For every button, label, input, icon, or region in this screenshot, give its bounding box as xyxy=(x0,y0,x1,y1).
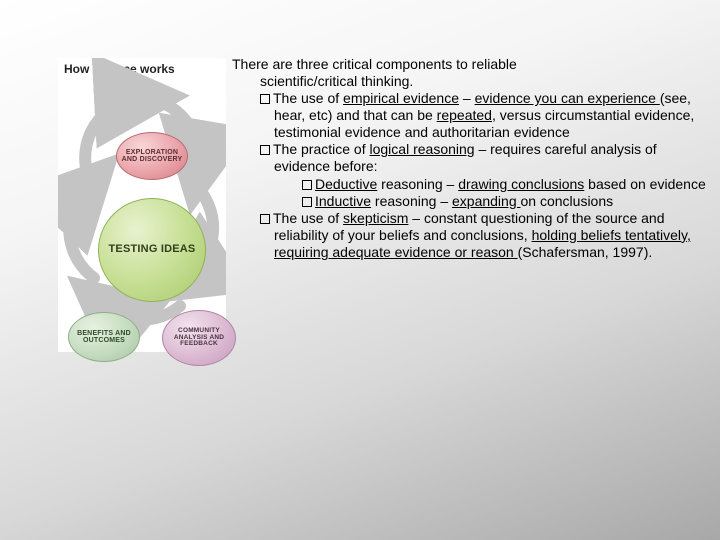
checkbox-icon xyxy=(260,214,270,224)
ellipse-group: EXPLORATION AND DISCOVERY TESTING IDEAS … xyxy=(68,106,216,342)
checkbox-icon xyxy=(302,180,312,190)
ellipse-benefits-label: BENEFITS AND OUTCOMES xyxy=(69,328,139,347)
slide: How science works EXPLORATION AND DISCOV… xyxy=(0,0,720,540)
point-logical: The practice of logical reasoning – requ… xyxy=(260,141,716,175)
ellipse-community-label: COMMUNITY ANALYSIS AND FEEDBACK xyxy=(163,326,235,350)
ellipse-testing: TESTING IDEAS xyxy=(98,198,206,302)
intro-line-2: scientific/critical thinking. xyxy=(260,73,716,90)
checkbox-icon xyxy=(260,145,270,155)
intro-line-1: There are three critical components to r… xyxy=(232,56,716,73)
ellipse-testing-label: TESTING IDEAS xyxy=(105,242,200,258)
ellipse-benefits: BENEFITS AND OUTCOMES xyxy=(68,312,140,362)
subpoint-inductive: Inductive reasoning – expanding on concl… xyxy=(302,193,716,210)
science-diagram: How science works EXPLORATION AND DISCOV… xyxy=(58,58,226,352)
ellipse-exploration: EXPLORATION AND DISCOVERY xyxy=(116,132,188,180)
point-skepticism: The use of skepticism – constant questio… xyxy=(260,210,716,261)
point-empirical: The use of empirical evidence – evidence… xyxy=(260,90,716,141)
text-content: There are three critical components to r… xyxy=(232,56,716,261)
diagram-title: How science works xyxy=(64,62,175,76)
checkbox-icon xyxy=(302,197,312,207)
checkbox-icon xyxy=(260,94,270,104)
ellipse-exploration-label: EXPLORATION AND DISCOVERY xyxy=(117,147,187,166)
ellipse-community: COMMUNITY ANALYSIS AND FEEDBACK xyxy=(162,310,236,366)
subpoint-deductive: Deductive reasoning – drawing conclusion… xyxy=(302,176,716,193)
